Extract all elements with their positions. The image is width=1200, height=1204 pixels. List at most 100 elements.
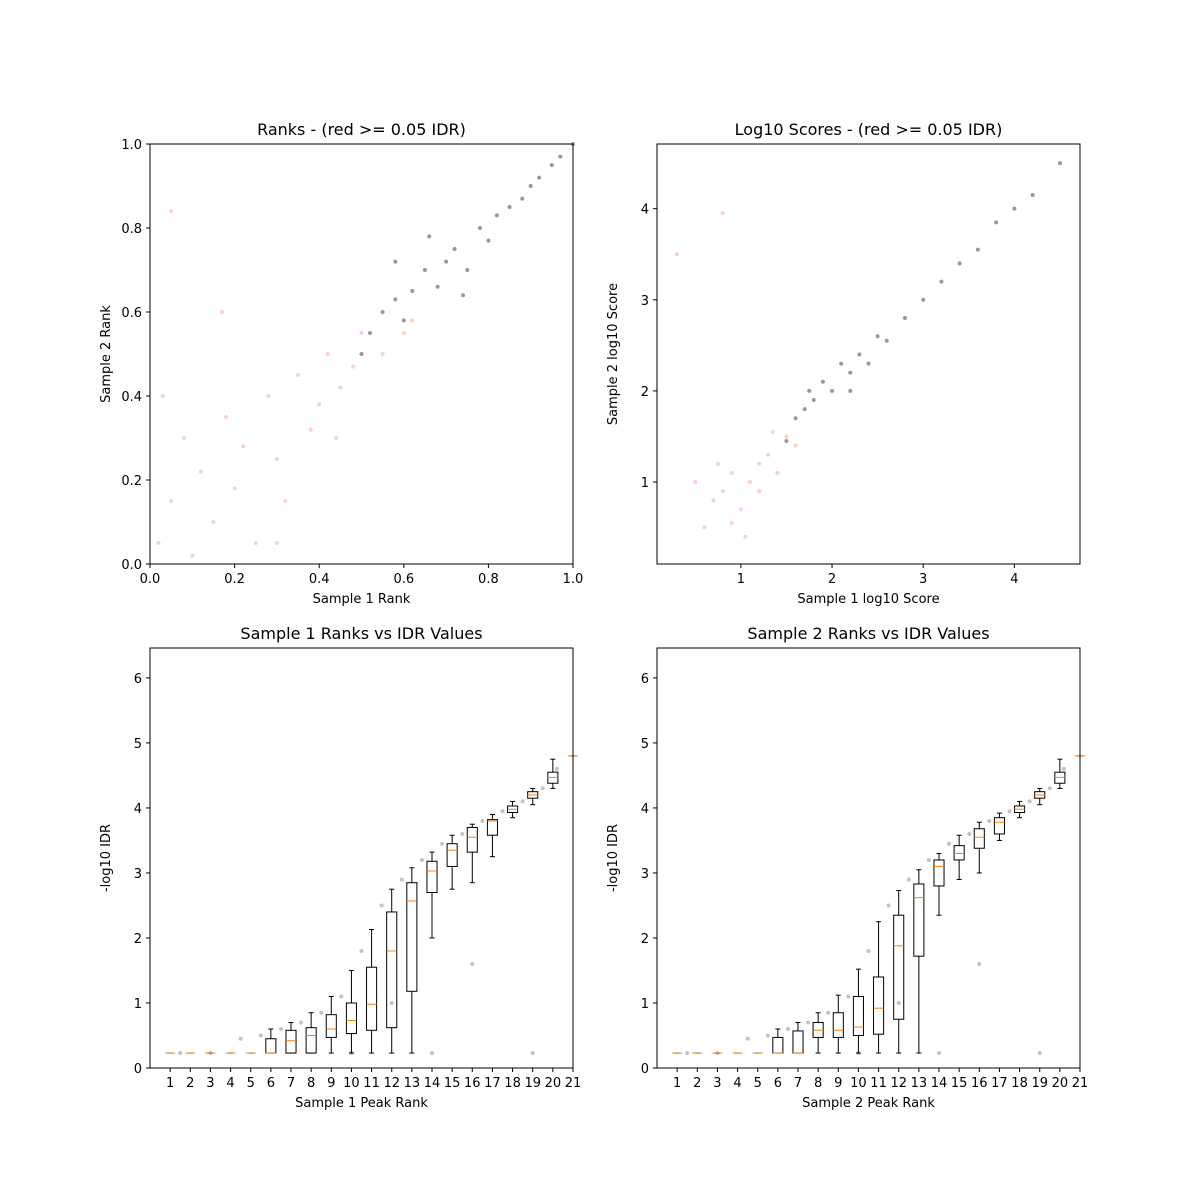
point [540, 786, 545, 791]
point [770, 429, 775, 434]
point [784, 434, 789, 439]
point [811, 398, 816, 403]
point [274, 541, 279, 545]
point [921, 297, 926, 302]
point [1047, 786, 1052, 791]
x-tick-label: 21 [565, 1076, 582, 1091]
point [393, 259, 398, 264]
point [477, 226, 482, 230]
point [444, 259, 449, 264]
y-tick-label: 4 [641, 203, 649, 218]
box [873, 976, 885, 1035]
point [558, 154, 563, 159]
x-tick-label: 19 [1031, 1076, 1048, 1091]
x-tick-label: 8 [814, 1076, 822, 1091]
point [338, 385, 343, 390]
box [466, 826, 478, 853]
x-tick-label: 3 [206, 1076, 214, 1091]
x-tick-label: 18 [1011, 1076, 1028, 1091]
point [820, 379, 825, 384]
x-tick-label: 18 [504, 1076, 521, 1091]
point [926, 857, 931, 862]
point [465, 268, 470, 272]
point [866, 948, 871, 953]
point [486, 238, 491, 243]
y-axis-label: Sample 2 log10 Score [606, 283, 621, 425]
point [957, 261, 962, 266]
chart-title: Sample 2 Ranks vs IDR Values [747, 624, 989, 643]
point [190, 553, 195, 558]
point [987, 818, 992, 823]
y-tick-label: 1 [641, 476, 649, 491]
y-tick-label: 4 [134, 802, 142, 817]
x-axis-label: Sample 2 Peak Rank [802, 1096, 935, 1111]
point [232, 486, 237, 491]
x-tick-label: 3 [919, 572, 927, 587]
box [406, 882, 418, 992]
point [716, 461, 721, 466]
x-tick-label: 21 [1072, 1076, 1089, 1091]
x-tick-label: 0.8 [478, 572, 499, 587]
point [729, 521, 734, 526]
point [308, 427, 313, 432]
point [169, 209, 174, 214]
point [181, 436, 186, 440]
x-tick-label: 4 [1010, 572, 1018, 587]
point [156, 541, 161, 545]
point [743, 534, 748, 539]
x-tick-label: 7 [794, 1076, 802, 1091]
point [793, 416, 798, 421]
point [802, 407, 807, 412]
point [757, 489, 762, 494]
box [772, 1036, 784, 1054]
point [939, 279, 944, 284]
y-tick-label: 0.6 [121, 306, 142, 321]
x-tick-label: 2 [828, 572, 836, 587]
point [839, 361, 844, 366]
x-axis-label: Sample 1 log10 Score [797, 592, 939, 607]
x-tick-label: 10 [343, 1076, 360, 1091]
point [793, 443, 798, 448]
point [461, 293, 466, 298]
point [440, 841, 445, 846]
x-tick-label: 0.6 [393, 572, 414, 587]
box [852, 995, 864, 1036]
x-tick-label: 4 [226, 1076, 234, 1091]
x-tick-label: 11 [363, 1076, 380, 1091]
x-tick-label: 20 [1052, 1076, 1069, 1091]
chart-title: Ranks - (red >= 0.05 IDR) [257, 120, 466, 139]
point [884, 338, 889, 343]
y-tick-label: 1 [134, 997, 142, 1012]
x-tick-label: 12 [890, 1076, 907, 1091]
point [253, 541, 258, 545]
x-tick-label: 15 [444, 1076, 461, 1091]
y-tick-label: 0.8 [121, 222, 142, 237]
point [937, 1051, 941, 1056]
point [317, 402, 322, 407]
point [784, 439, 789, 444]
point [238, 1036, 243, 1041]
point [826, 1010, 831, 1015]
point [1037, 1051, 1042, 1056]
point [427, 234, 432, 239]
point [258, 1033, 263, 1038]
point [435, 284, 440, 289]
point [806, 1020, 811, 1025]
x-tick-label: 13 [911, 1076, 928, 1091]
point [886, 903, 891, 908]
x-tick-label: 7 [287, 1076, 295, 1091]
point [198, 469, 203, 474]
x-tick-label: 9 [834, 1076, 842, 1091]
point [1012, 206, 1017, 211]
point [1007, 809, 1012, 814]
subplot: 0.0 0.2 0.4 0.6 0.8 1.0 0.0 0.2 0.4 0.6 0.8 1.0 Rank… [99, 120, 583, 607]
x-tick-label: 5 [754, 1076, 762, 1091]
point [875, 334, 880, 339]
point [807, 388, 812, 393]
point [729, 470, 734, 475]
point [410, 289, 415, 293]
box [993, 817, 1005, 835]
x-tick-label: 1 [166, 1076, 174, 1091]
y-tick-label: 5 [134, 737, 142, 752]
